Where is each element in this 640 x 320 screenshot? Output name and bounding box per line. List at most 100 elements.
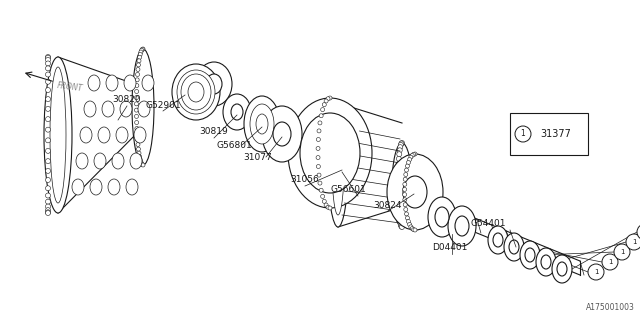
Ellipse shape [142, 75, 154, 91]
Circle shape [138, 155, 141, 159]
Ellipse shape [262, 106, 302, 162]
Ellipse shape [90, 179, 102, 195]
Circle shape [45, 193, 51, 198]
Circle shape [398, 220, 403, 225]
Text: G54401: G54401 [470, 220, 506, 228]
Ellipse shape [72, 179, 84, 195]
Ellipse shape [541, 255, 551, 269]
Circle shape [412, 228, 415, 232]
Circle shape [405, 164, 410, 168]
Circle shape [396, 192, 401, 197]
Circle shape [45, 127, 51, 132]
Bar [510, 113, 588, 155]
Circle shape [323, 199, 326, 204]
Circle shape [410, 227, 414, 231]
Circle shape [45, 178, 51, 182]
Circle shape [135, 78, 139, 82]
Text: G56801: G56801 [216, 140, 252, 149]
Ellipse shape [84, 101, 96, 117]
Ellipse shape [116, 127, 128, 143]
Circle shape [140, 162, 143, 166]
Ellipse shape [94, 153, 106, 169]
Circle shape [138, 55, 141, 59]
Circle shape [396, 180, 401, 184]
Circle shape [399, 224, 404, 229]
Circle shape [45, 61, 51, 66]
Circle shape [396, 167, 401, 172]
Ellipse shape [504, 233, 524, 261]
Circle shape [141, 163, 145, 167]
Circle shape [396, 198, 401, 203]
Circle shape [408, 222, 412, 227]
Ellipse shape [525, 248, 535, 262]
Ellipse shape [392, 143, 412, 227]
Ellipse shape [130, 153, 142, 169]
Circle shape [138, 158, 142, 162]
Circle shape [134, 102, 138, 106]
Ellipse shape [88, 75, 100, 91]
Circle shape [398, 142, 403, 148]
Circle shape [398, 145, 403, 150]
Circle shape [323, 103, 326, 107]
Circle shape [140, 163, 144, 167]
Ellipse shape [244, 96, 280, 152]
Circle shape [136, 147, 140, 151]
Circle shape [399, 140, 404, 146]
Circle shape [321, 108, 324, 112]
Circle shape [409, 155, 413, 159]
Circle shape [318, 121, 322, 125]
Text: 31377: 31377 [540, 129, 571, 139]
Ellipse shape [223, 94, 251, 130]
Circle shape [317, 173, 321, 177]
Circle shape [137, 59, 141, 63]
Circle shape [324, 99, 328, 103]
Circle shape [45, 159, 51, 164]
Circle shape [404, 207, 408, 212]
Circle shape [637, 224, 640, 240]
Ellipse shape [288, 98, 372, 208]
Circle shape [316, 156, 320, 160]
Circle shape [405, 216, 410, 220]
Circle shape [134, 90, 139, 93]
Circle shape [397, 217, 403, 222]
Ellipse shape [328, 103, 348, 227]
Circle shape [396, 204, 401, 209]
Circle shape [404, 212, 408, 216]
Circle shape [137, 151, 141, 155]
Circle shape [404, 168, 408, 172]
Ellipse shape [102, 101, 114, 117]
Circle shape [317, 129, 321, 133]
Circle shape [134, 108, 138, 112]
Ellipse shape [250, 104, 274, 144]
Circle shape [410, 153, 414, 157]
Circle shape [397, 152, 402, 157]
Text: 1: 1 [520, 130, 525, 139]
Circle shape [45, 186, 51, 191]
Ellipse shape [44, 57, 72, 213]
Circle shape [614, 244, 630, 260]
Ellipse shape [138, 101, 150, 117]
Ellipse shape [185, 79, 207, 105]
Circle shape [45, 66, 51, 71]
Text: 30820: 30820 [113, 95, 141, 105]
Circle shape [136, 63, 140, 67]
Circle shape [403, 177, 407, 181]
Circle shape [321, 195, 324, 198]
Ellipse shape [106, 75, 118, 91]
Ellipse shape [112, 153, 124, 169]
Circle shape [319, 114, 323, 118]
Circle shape [326, 97, 330, 101]
Circle shape [45, 208, 51, 212]
Circle shape [396, 173, 401, 178]
Ellipse shape [455, 216, 469, 236]
Circle shape [136, 142, 140, 147]
Circle shape [397, 148, 403, 153]
Circle shape [45, 199, 51, 204]
Ellipse shape [300, 113, 360, 193]
Circle shape [412, 152, 415, 156]
Text: 1: 1 [594, 269, 598, 275]
Circle shape [45, 72, 51, 77]
Circle shape [45, 79, 51, 84]
Circle shape [602, 254, 618, 270]
Circle shape [45, 204, 51, 209]
